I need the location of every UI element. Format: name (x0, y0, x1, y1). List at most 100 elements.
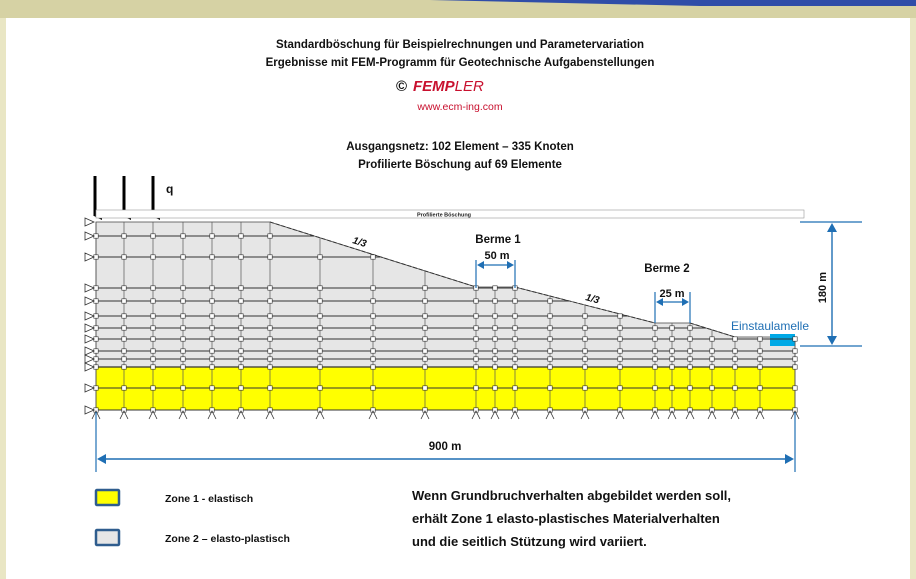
support-symbol (580, 410, 590, 420)
support-symbol (178, 410, 188, 420)
slope-ratio-label-1: 1/3 (351, 235, 368, 250)
mesh-node (582, 364, 588, 370)
mesh-node (687, 336, 693, 342)
mesh-node (687, 356, 693, 362)
mesh-node (267, 254, 273, 260)
support-symbol (490, 410, 500, 420)
mesh-node (512, 407, 518, 413)
mesh-node (617, 336, 623, 342)
mesh-node (370, 285, 376, 291)
mesh-node (238, 364, 244, 370)
mesh-node (492, 298, 498, 304)
mesh-node (687, 325, 693, 331)
mesh-node (267, 348, 273, 354)
mesh-node (121, 313, 127, 319)
legend-zone-1-swatch (94, 488, 121, 507)
mesh-node (180, 325, 186, 331)
mesh-node (792, 356, 798, 362)
mesh-node (121, 364, 127, 370)
mesh-node (180, 298, 186, 304)
mesh-node (422, 364, 428, 370)
mesh-node (547, 364, 553, 370)
mesh-node (512, 298, 518, 304)
legend-zone-2-label: Zone 2 – elasto-plastisch (165, 533, 290, 545)
fe-mesh (93, 222, 798, 413)
mesh-node (180, 233, 186, 239)
note-line-3: und die seitlich Stützung wird variiert. (412, 534, 647, 549)
mesh-node (512, 348, 518, 354)
mesh-node (652, 356, 658, 362)
support-symbol (368, 410, 378, 420)
brand-name: FEMPLER (413, 78, 484, 95)
mesh-node (267, 356, 273, 362)
mesh-node (267, 313, 273, 319)
support-symbol (84, 296, 95, 306)
mesh-node (317, 285, 323, 291)
mesh-node (267, 407, 273, 413)
mesh-node (121, 348, 127, 354)
support-symbol (265, 410, 275, 420)
mesh-node (150, 348, 156, 354)
support-symbol (207, 410, 217, 420)
mesh-node (709, 385, 715, 391)
mesh-node (757, 348, 763, 354)
support-symbol (91, 410, 101, 420)
mesh-node (180, 385, 186, 391)
mesh-node (652, 364, 658, 370)
berm-1-dimension (475, 260, 516, 288)
support-symbol (315, 410, 325, 420)
support-symbol (615, 410, 625, 420)
mesh-node (547, 298, 553, 304)
mesh-node (669, 385, 675, 391)
note-line-1: Wenn Grundbruchverhalten abgebildet werd… (412, 488, 731, 503)
mesh-node (492, 285, 498, 291)
mesh-node (121, 336, 127, 342)
support-symbol (685, 410, 695, 420)
mesh-node (582, 336, 588, 342)
mesh-node (669, 407, 675, 413)
mesh-node (267, 385, 273, 391)
mesh-node (150, 254, 156, 260)
mesh-node (180, 336, 186, 342)
mesh-node (732, 407, 738, 413)
width-dimension (95, 412, 796, 472)
mesh-node (150, 407, 156, 413)
mesh-node (757, 364, 763, 370)
support-symbol (420, 410, 430, 420)
mesh-info-line-1: Ausgangsnetz: 102 Element – 335 Knoten (346, 141, 574, 153)
mesh-node (792, 336, 798, 342)
mesh-node (617, 348, 623, 354)
mesh-node (512, 336, 518, 342)
load-label: q (166, 182, 173, 196)
mesh-node (238, 356, 244, 362)
mesh-node (422, 348, 428, 354)
brand-ler: LER (455, 78, 484, 95)
mesh-node (757, 385, 763, 391)
support-symbol (84, 405, 95, 415)
mesh-node (180, 254, 186, 260)
mesh-node (547, 336, 553, 342)
mesh-node (267, 364, 273, 370)
mesh-node (238, 385, 244, 391)
load-arrows (93, 176, 160, 220)
mesh-node (582, 348, 588, 354)
mesh-node (267, 336, 273, 342)
mesh-node (473, 364, 479, 370)
berm-2-label: Berme 2 (644, 263, 689, 275)
mesh-node (582, 313, 588, 319)
mesh-node (732, 356, 738, 362)
mesh-node (473, 356, 479, 362)
note-line-2: erhält Zone 1 elasto-plastisches Materia… (412, 511, 720, 526)
mesh-node (732, 385, 738, 391)
mesh-node (473, 313, 479, 319)
mesh-node (238, 313, 244, 319)
mesh-node (422, 298, 428, 304)
mesh-node (121, 233, 127, 239)
mesh-node (370, 325, 376, 331)
support-symbol (84, 231, 95, 241)
mesh-node (370, 298, 376, 304)
legend-zone-2-swatch (94, 528, 121, 547)
slope-ratio-label-2: 1/3 (584, 292, 601, 306)
mesh-node (709, 356, 715, 362)
